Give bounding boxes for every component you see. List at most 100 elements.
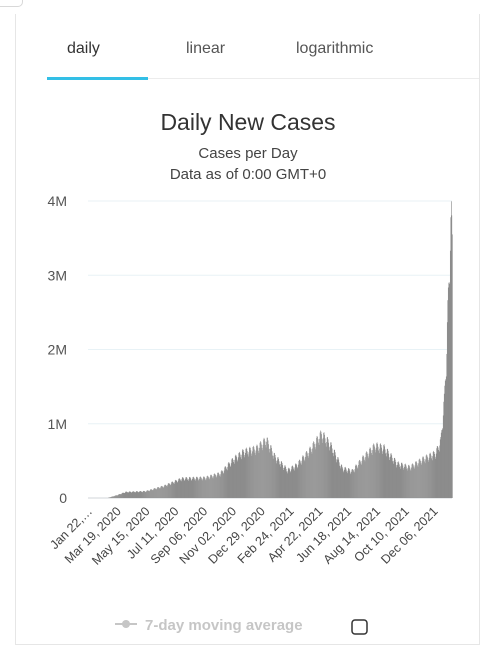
bar — [369, 448, 370, 498]
bar — [112, 496, 113, 498]
bar — [210, 474, 212, 498]
bar — [312, 443, 314, 498]
bar — [265, 447, 267, 498]
bar — [124, 492, 126, 498]
bar — [181, 477, 183, 498]
bar — [165, 485, 167, 498]
bar — [143, 491, 144, 498]
bar — [230, 463, 232, 498]
bar — [294, 464, 296, 498]
bar — [444, 385, 446, 498]
bar — [188, 479, 190, 498]
bar — [127, 492, 129, 498]
bar — [293, 469, 295, 498]
bar — [204, 477, 206, 498]
bar — [370, 448, 371, 498]
bar — [446, 322, 448, 498]
bar — [153, 488, 155, 498]
bar — [158, 487, 160, 498]
bar — [366, 452, 368, 498]
tab-daily[interactable]: daily — [67, 40, 100, 57]
bar — [154, 488, 155, 498]
bar — [151, 489, 153, 498]
bar — [109, 497, 110, 498]
bar — [354, 469, 356, 498]
bar — [419, 459, 421, 498]
bar — [396, 467, 398, 498]
bar — [448, 283, 450, 498]
bar — [283, 470, 285, 498]
bar — [340, 464, 342, 498]
bar — [274, 453, 275, 498]
bar — [221, 470, 223, 498]
bar — [364, 461, 366, 498]
bar — [439, 439, 441, 498]
bar — [375, 452, 376, 498]
bar — [119, 494, 121, 498]
bar — [172, 482, 174, 498]
bar — [326, 437, 328, 498]
bar — [348, 468, 349, 498]
bar — [411, 467, 412, 498]
bar — [276, 460, 278, 498]
bar — [121, 493, 122, 498]
bar — [149, 491, 150, 498]
bar — [294, 467, 296, 498]
bar — [129, 491, 131, 498]
bar — [363, 455, 364, 498]
bar — [264, 439, 265, 498]
bar — [408, 465, 409, 498]
bar — [289, 471, 291, 498]
legend-checkbox[interactable] — [351, 619, 368, 635]
bar — [407, 470, 408, 498]
bar — [398, 462, 400, 498]
bar — [180, 481, 182, 498]
bar — [355, 464, 357, 498]
bar — [110, 496, 112, 498]
bar — [121, 493, 123, 498]
bar — [248, 452, 250, 498]
tab-logarithmic[interactable]: logarithmic — [296, 40, 374, 57]
bar — [403, 467, 404, 498]
bar — [315, 443, 317, 498]
bar — [352, 469, 354, 498]
tab-linear[interactable]: linear — [186, 40, 226, 57]
bar — [156, 488, 158, 498]
bar — [302, 456, 303, 498]
bar — [213, 474, 215, 498]
bar — [335, 455, 337, 498]
bar — [300, 463, 302, 498]
bar — [436, 448, 438, 498]
bar — [134, 492, 136, 498]
bar — [148, 490, 150, 498]
bar — [426, 455, 428, 498]
bar — [259, 442, 261, 498]
bar — [284, 465, 286, 498]
bar — [202, 480, 203, 498]
bar — [406, 466, 407, 498]
legend[interactable]: 7-day moving average — [115, 617, 368, 635]
bar — [432, 452, 434, 498]
bar — [241, 450, 243, 498]
bar — [120, 494, 122, 498]
legend-label[interactable]: 7-day moving average — [145, 617, 303, 634]
bar — [238, 451, 240, 498]
bar — [393, 457, 395, 498]
bar — [265, 444, 266, 498]
bar — [131, 492, 133, 498]
bar — [384, 446, 386, 498]
bar — [288, 467, 290, 498]
bar — [442, 415, 444, 498]
bar — [417, 465, 418, 498]
bar — [213, 476, 214, 498]
bar — [250, 448, 251, 498]
bar — [435, 453, 437, 498]
bar — [363, 457, 365, 498]
bar — [196, 477, 197, 498]
bar — [409, 467, 411, 498]
bar — [131, 492, 133, 498]
bar — [322, 442, 323, 498]
bar — [358, 461, 360, 498]
bar — [445, 379, 447, 498]
bar — [235, 455, 237, 498]
